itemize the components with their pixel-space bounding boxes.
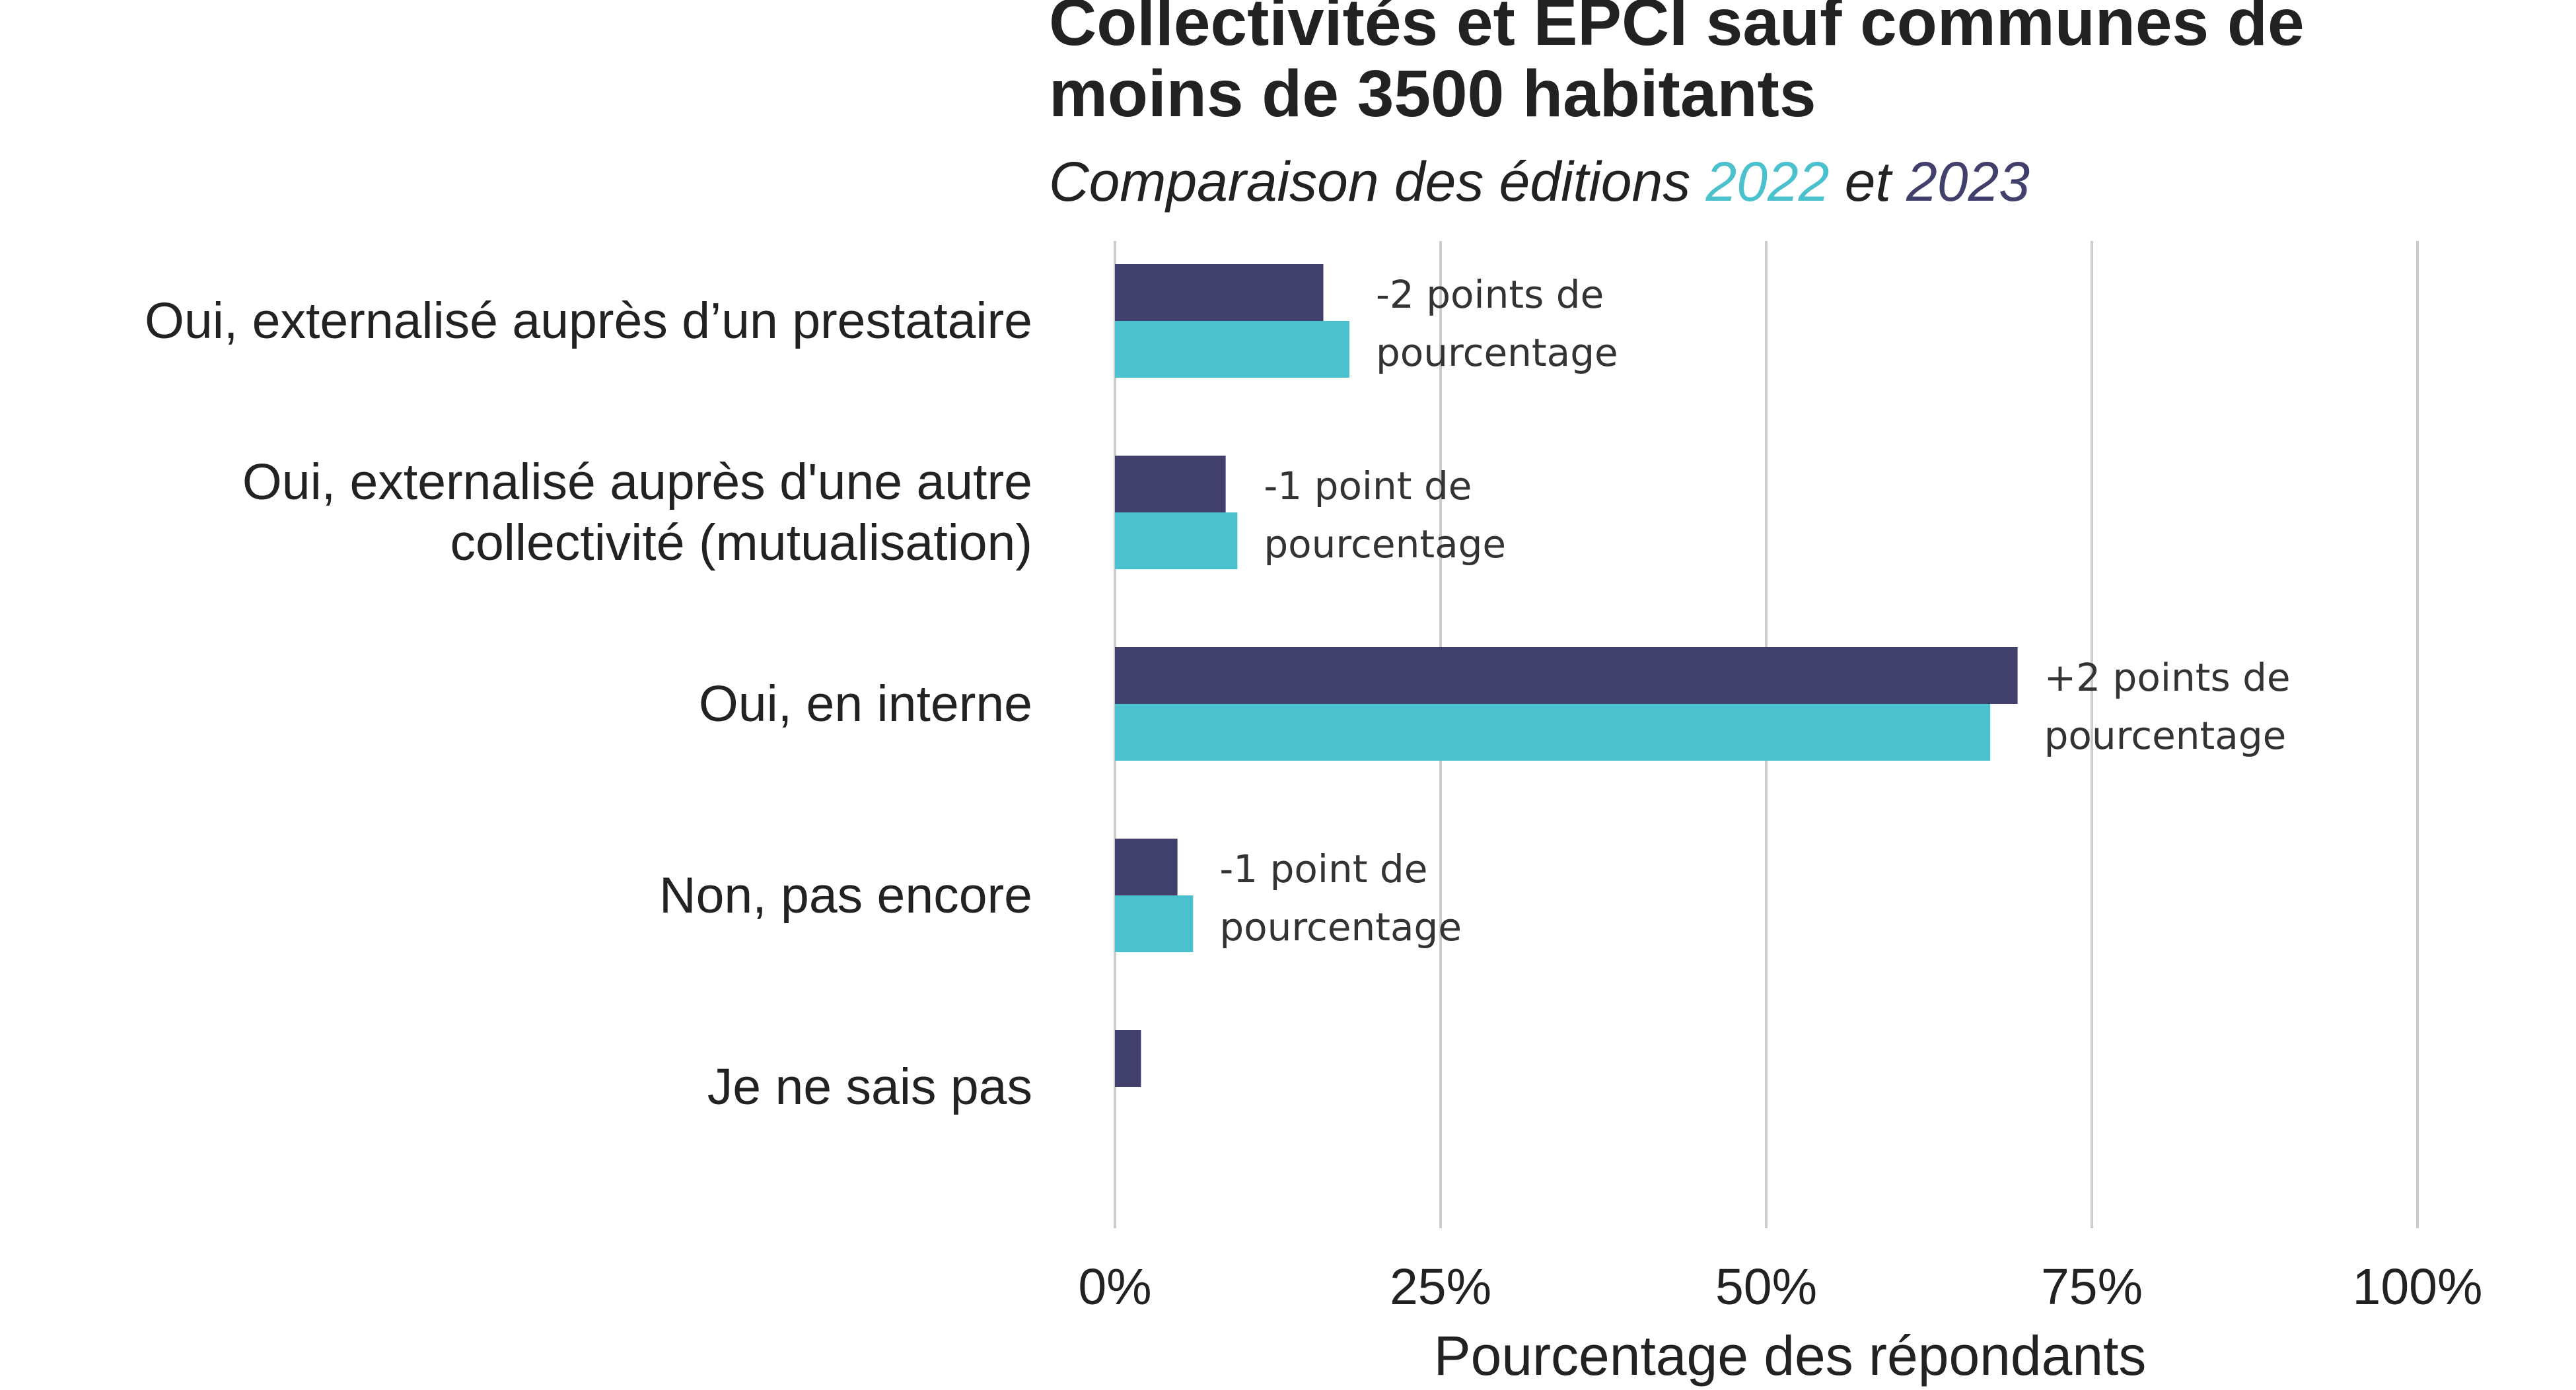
bar-2023-cat-3 [1115, 839, 1178, 895]
category-label-1-line-1: collectivité (mutualisation) [450, 514, 1032, 571]
x-tick-label-4: 100% [2353, 1259, 2483, 1315]
category-label-4: Je ne sais pas [707, 1059, 1032, 1115]
bar-2022-cat-3 [1115, 895, 1194, 952]
annotation-cat-1-line-1: pourcentage [1264, 522, 1506, 567]
subtitle-year-2022: 2022 [1705, 151, 1830, 213]
x-tick-label-0: 0% [1078, 1259, 1151, 1315]
category-label-3: Non, pas encore [659, 867, 1032, 924]
x-tick-label-3: 75% [2041, 1259, 2143, 1315]
x-tick-label-1: 25% [1390, 1259, 1491, 1315]
bar-annotations: -2 points de pourcentage -1 point de pource… [1219, 272, 2290, 950]
subtitle-year-2023: 2023 [1906, 151, 2030, 213]
bar-2022-cat-1 [1115, 512, 1238, 569]
annotation-cat-2-line-0: +2 points de [2044, 655, 2291, 700]
annotation-cat-3-line-0: -1 point de [1219, 847, 1427, 891]
chart-subtitle: Comparaison des éditions 2022 et 2023 [1049, 151, 2030, 213]
x-axis-title: Pourcentage des répondants [1434, 1325, 2147, 1387]
subtitle-middle: et [1829, 151, 1906, 213]
bar-2022-cat-0 [1115, 321, 1349, 378]
annotation-cat-2-line-1: pourcentage [2044, 713, 2287, 758]
bar-2023-cat-1 [1115, 456, 1226, 512]
annotation-cat-3-line-1: pourcentage [1219, 905, 1462, 950]
category-labels: Oui, externalisé auprès d’un prestataire… [145, 293, 1032, 1115]
bars [1115, 264, 2018, 1087]
bar-2023-cat-4 [1115, 1030, 1141, 1087]
bar-2022-cat-2 [1115, 704, 1991, 761]
category-label-2: Oui, en interne [699, 676, 1032, 732]
x-tick-label-2: 50% [1715, 1259, 1817, 1315]
bar-2023-cat-0 [1115, 264, 1324, 321]
chart-title-line-1: Collectivités et EPCI sauf communes de [1049, 0, 2305, 59]
bar-2023-cat-2 [1115, 647, 2018, 704]
category-label-0: Oui, externalisé auprès d’un prestataire [145, 293, 1032, 349]
subtitle-prefix: Comparaison des éditions [1049, 151, 1706, 213]
category-label-1-line-0: Oui, externalisé auprès d'une autre [242, 454, 1032, 510]
annotation-cat-0-line-1: pourcentage [1376, 330, 1618, 375]
annotation-cat-1-line-0: -1 point de [1264, 464, 1472, 508]
chart-title-line-2: moins de 3500 habitants [1049, 57, 1816, 131]
x-axis-ticks: 0% 25% 50% 75% 100% [1078, 1259, 2482, 1315]
annotation-cat-0-line-0: -2 points de [1376, 272, 1604, 317]
